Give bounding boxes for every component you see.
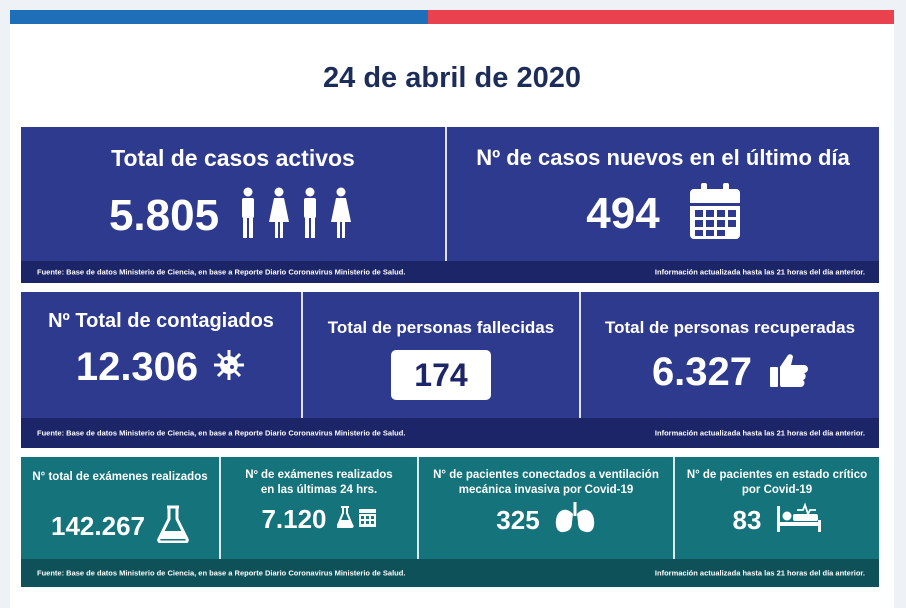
- row-1-updated: Información actualizada hasta las 21 hor…: [654, 267, 865, 277]
- exams-24h-value: 7.120: [261, 504, 327, 534]
- deceased-box: 174: [391, 350, 491, 400]
- hospital-bed-icon: [777, 502, 822, 539]
- flag-bar-blue: [10, 10, 428, 24]
- exams-block: N° total de exámenes realizados 142.267: [21, 457, 219, 559]
- row-3-source: Fuente: Base de datos Ministerio de Cien…: [37, 568, 406, 578]
- calendar-icon: [689, 183, 740, 244]
- exams-24h-block: Nº de exámenes realizados en las últimas…: [221, 457, 417, 559]
- new-cases-value: 494: [586, 188, 660, 238]
- ventilation-block: N° de pacientes conectados a ventilación…: [419, 457, 673, 559]
- row-2-source: Fuente: Base de datos Ministerio de Cien…: [37, 428, 406, 438]
- deceased-value: 174: [414, 356, 468, 393]
- new-cases-block: Nº de casos nuevos en el último día 494: [447, 127, 879, 261]
- active-cases-block: Total de casos activos 5.805: [21, 127, 445, 261]
- row-2-divider-2: [579, 292, 581, 418]
- active-cases-title: Total de casos activos: [111, 145, 355, 171]
- report-card: 24 de abril de 2020 Total de casos activ…: [10, 10, 894, 608]
- flask-icon: [157, 505, 189, 548]
- deceased-title: Total de personas fallecidas: [327, 318, 555, 337]
- exams-title: N° total de exámenes realizados: [32, 471, 208, 483]
- report-date: 24 de abril de 2020: [323, 62, 581, 94]
- row-1-footer: Fuente: Base de datos Ministerio de Cien…: [21, 261, 879, 283]
- ventilation-title-line-1: N° de pacientes conectados a ventilación: [433, 469, 659, 481]
- new-cases-title: Nº de casos nuevos en el último día: [476, 145, 850, 170]
- ventilation-value: 325: [496, 505, 540, 535]
- critical-title-line-2: por Covid-19: [741, 484, 813, 496]
- row-3-divider-1: [219, 457, 221, 559]
- flask-calendar-icon: [335, 506, 377, 533]
- row-2-updated: Información actualizada hasta las 21 hor…: [654, 428, 865, 438]
- row-2-footer: Fuente: Base de datos Ministerio de Cien…: [21, 418, 879, 448]
- row-2-divider-1: [301, 292, 303, 418]
- ventilation-title-line-2: mecánica invasiva por Covid-19: [458, 484, 634, 496]
- active-cases-value: 5.805: [108, 190, 220, 240]
- deceased-block: Total de personas fallecidas 174: [303, 292, 579, 418]
- panel-row-3: N° total de exámenes realizados 142.267 …: [21, 457, 879, 587]
- panel-row-1: Total de casos activos 5.805 Nº: [21, 127, 879, 283]
- recovered-block: Total de personas recuperadas 6.327: [581, 292, 879, 418]
- row-3-updated: Información actualizada hasta las 21 hor…: [654, 568, 865, 578]
- exams-24h-title-line-2: en las últimas 24 hrs.: [260, 484, 378, 496]
- virus-icon: [212, 348, 246, 387]
- people-icon: [237, 186, 357, 245]
- panel-row-2: Nº Total de contagiados 12.306 Tota: [21, 292, 879, 448]
- exams-24h-title-line-1: Nº de exámenes realizados: [245, 469, 393, 481]
- infected-value: 12.306: [75, 345, 199, 389]
- recovered-value: 6.327: [651, 350, 753, 394]
- thumbs-up-icon: [770, 353, 809, 392]
- infected-block: Nº Total de contagiados 12.306: [21, 292, 301, 418]
- row-1-divider: [445, 127, 447, 261]
- row-3-divider-3: [673, 457, 675, 559]
- row-3-footer: Fuente: Base de datos Ministerio de Cien…: [21, 559, 879, 587]
- flag-bar-red: [428, 10, 894, 24]
- critical-value: 83: [732, 505, 762, 535]
- exams-value: 142.267: [51, 511, 145, 541]
- row-3-divider-2: [417, 457, 419, 559]
- infected-title: Nº Total de contagiados: [48, 310, 274, 332]
- row-1-source: Fuente: Base de datos Ministerio de Cien…: [37, 267, 406, 277]
- flag-bar: [10, 10, 894, 24]
- critical-block: N° de pacientes en estado crítico por Co…: [675, 457, 879, 559]
- lungs-icon: [554, 502, 596, 539]
- critical-title-line-1: N° de pacientes en estado crítico: [686, 469, 868, 481]
- recovered-title: Total de personas recuperadas: [604, 318, 856, 337]
